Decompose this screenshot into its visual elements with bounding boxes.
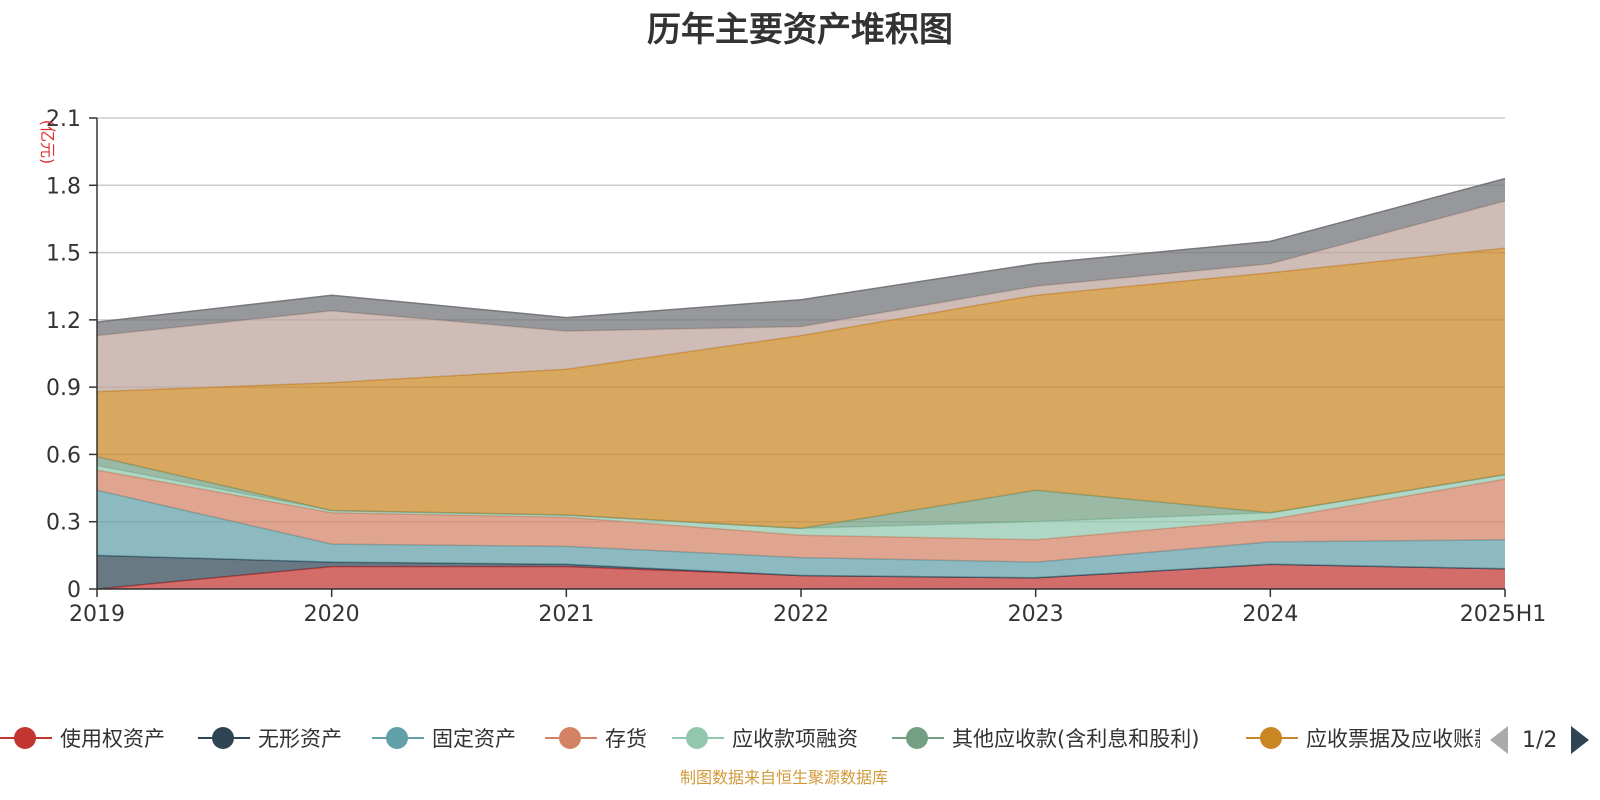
chart-title: 历年主要资产堆积图 — [647, 10, 953, 50]
x-tick-label: 2023 — [1008, 602, 1064, 627]
y-tick-label: 0 — [67, 578, 81, 603]
legend-pager: 1/2 — [1490, 720, 1590, 760]
legend-label: 应收款项融资 — [732, 727, 858, 751]
legend-label: 无形资产 — [258, 727, 342, 751]
y-tick-label: 0.6 — [46, 443, 81, 468]
x-tick-label: 2021 — [538, 602, 594, 627]
legend: 使用权资产 无形资产 固定资产 存货 应收款项融资 其他应收款(含利息和股利) 应收票据及应… — [0, 718, 1480, 758]
y-tick-label: 2.1 — [46, 107, 81, 132]
y-tick-label: 1.8 — [46, 174, 81, 199]
x-tick-label: 2022 — [773, 602, 829, 627]
source-note: 制图数据来自恒生聚源数据库 — [679, 768, 888, 787]
legend-next-page-icon[interactable] — [1571, 726, 1590, 754]
legend-page-indicator: 1/2 — [1522, 727, 1558, 753]
legend-marker-icon — [1246, 723, 1298, 753]
legend-label: 固定资产 — [432, 727, 516, 751]
x-tick-label: 2024 — [1242, 602, 1298, 627]
legend-item[interactable]: 使用权资产 — [0, 718, 165, 758]
legend-label: 其他应收款(含利息和股利) — [952, 727, 1200, 751]
legend-item[interactable]: 应收票据及应收账款 — [1246, 718, 1480, 758]
legend-marker-icon — [198, 723, 250, 753]
area-series-2 — [97, 490, 1505, 578]
y-axis-unit-label: (亿元) — [38, 120, 57, 165]
legend-marker-icon — [672, 723, 724, 753]
legend-prev-page-icon[interactable] — [1490, 726, 1508, 754]
area-series-0 — [97, 564, 1505, 589]
x-tick-label: 2019 — [69, 602, 125, 627]
area-series-line-8 — [96, 177, 1506, 323]
legend-marker-icon — [545, 723, 597, 753]
area-series-4 — [97, 465, 1505, 540]
y-tick-label: 1.2 — [46, 309, 81, 334]
x-tick-label: 2025H1 — [1460, 602, 1547, 627]
y-tick-label: 0.3 — [46, 511, 81, 536]
y-tick-label: 0.9 — [46, 376, 81, 401]
legend-label: 使用权资产 — [60, 727, 165, 751]
area-series-5 — [97, 456, 1505, 529]
legend-marker-icon — [0, 723, 52, 753]
legend-marker-icon — [372, 723, 424, 753]
x-tick-label: 2020 — [304, 602, 360, 627]
legend-label: 存货 — [605, 727, 647, 751]
axes: 0 0.3 0.6 0.9 1.2 1.5 1.8 2.1 2019 2020 2021 2022 20… — [46, 107, 1546, 627]
y-tick-label: 1.5 — [46, 242, 81, 267]
area-series-6 — [97, 248, 1505, 529]
legend-item[interactable]: 其他应收款(含利息和股利) — [892, 718, 1199, 758]
legend-label: 应收票据及应收账款 — [1306, 727, 1480, 751]
legend-item[interactable]: 存货 — [545, 718, 647, 758]
area-series — [96, 177, 1506, 590]
legend-item[interactable]: 无形资产 — [198, 718, 342, 758]
legend-item[interactable]: 固定资产 — [372, 718, 516, 758]
area-series-7 — [97, 201, 1505, 392]
area-series-3 — [97, 470, 1505, 563]
stacked-area-chart: 0 0.3 0.6 0.9 1.2 1.5 1.8 2.1 2019 2020 2021 2022 20… — [38, 107, 1546, 627]
area-series-8 — [97, 178, 1505, 336]
legend-marker-icon — [892, 723, 944, 753]
legend-item[interactable]: 应收款项融资 — [672, 718, 858, 758]
